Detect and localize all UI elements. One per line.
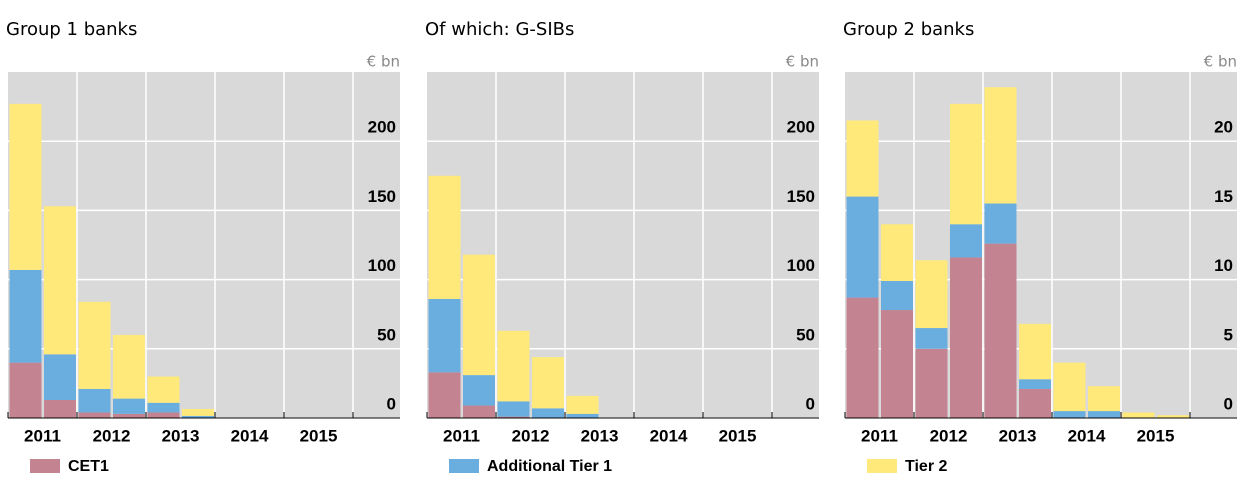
bar-segment [147, 402, 180, 413]
bar-segment [1157, 415, 1189, 418]
bar-segment [950, 103, 982, 225]
bar-segment [9, 269, 42, 363]
panel-title: Group 2 banks [843, 19, 974, 40]
unit-label: € bn [367, 53, 400, 71]
bar-segment [147, 412, 180, 418]
bar-segment [881, 224, 913, 281]
x-tick-label: 2014 [231, 426, 269, 445]
bar-segment [113, 334, 145, 399]
bar-segment [950, 257, 982, 418]
bar-segment [9, 103, 42, 270]
bar-segment [915, 260, 948, 329]
x-tick-label: 2014 [650, 426, 688, 445]
x-tick-label: 2011 [24, 426, 61, 445]
bar-segment [113, 413, 145, 418]
panel-title: Of which: G-SIBs [425, 19, 574, 40]
bar-segment [463, 405, 495, 418]
bar-segment [881, 280, 913, 311]
legend-swatch [449, 459, 479, 473]
bar-segment [463, 375, 495, 406]
bar-segment [182, 415, 214, 418]
y-tick-label: 100 [368, 256, 396, 275]
x-tick-label: 2013 [162, 426, 200, 445]
bar-segment [950, 224, 982, 258]
unit-label: € bn [786, 53, 819, 71]
bar-segment [532, 408, 564, 418]
y-tick-label: 20 [1214, 118, 1233, 137]
bar-segment [1122, 412, 1155, 418]
y-tick-label: 150 [787, 187, 815, 206]
x-tick-label: 2012 [93, 426, 131, 445]
y-tick-label: 200 [368, 118, 396, 137]
x-tick-label: 2015 [300, 426, 338, 445]
y-tick-label: 50 [377, 325, 396, 344]
bar-segment [113, 398, 145, 414]
bar-segment [915, 328, 948, 349]
bar-segment [147, 376, 180, 403]
x-tick-label: 2015 [1137, 426, 1175, 445]
bar-segment [428, 175, 461, 299]
bar-segment [78, 412, 111, 418]
bar-segment [497, 401, 530, 417]
bar-segment [1053, 411, 1086, 418]
panel-title: Group 1 banks [6, 19, 137, 40]
bar-segment [78, 388, 111, 413]
y-tick-label: 150 [368, 187, 396, 206]
bar-segment [984, 203, 1017, 244]
bar-segment [1088, 386, 1120, 412]
unit-label: € bn [1204, 53, 1237, 71]
bar-segment [1019, 379, 1051, 389]
bar-segment [497, 416, 530, 418]
bar-segment [915, 348, 948, 418]
bar-segment [44, 354, 76, 401]
bar-segment [428, 372, 461, 418]
bar-segment [44, 400, 76, 418]
bar-segment [1053, 362, 1086, 412]
bar-segment [9, 362, 42, 418]
legend-label: Additional Tier 1 [487, 458, 612, 475]
bar-segment [182, 409, 214, 416]
y-tick-label: 200 [787, 118, 815, 137]
y-tick-label: 100 [787, 256, 815, 275]
bar-segment [566, 395, 599, 414]
y-tick-label: 15 [1214, 187, 1233, 206]
bar-segment [428, 298, 461, 373]
x-tick-label: 2015 [719, 426, 757, 445]
bar-segment [846, 297, 879, 418]
bar-segment [463, 254, 495, 376]
y-tick-label: 0 [1224, 394, 1233, 413]
bar-segment [984, 243, 1017, 418]
bar-segment [497, 330, 530, 402]
bar-segment [1019, 323, 1051, 380]
y-tick-label: 0 [387, 394, 396, 413]
bar-segment [881, 310, 913, 418]
bar-segment [1088, 411, 1120, 418]
y-tick-label: 0 [806, 394, 815, 413]
y-tick-label: 5 [1224, 325, 1233, 344]
bar-segment [566, 413, 599, 418]
bar-segment [846, 120, 879, 197]
legend-label: CET1 [68, 458, 109, 475]
x-tick-label: 2012 [512, 426, 550, 445]
y-tick-label: 50 [796, 325, 815, 344]
bar-segment [846, 196, 879, 298]
y-tick-label: 10 [1214, 256, 1233, 275]
x-tick-label: 2014 [1068, 426, 1106, 445]
x-tick-label: 2013 [999, 426, 1037, 445]
bar-segment [984, 87, 1017, 204]
legend-swatch [30, 459, 60, 473]
x-tick-label: 2012 [930, 426, 968, 445]
bar-segment [1019, 388, 1051, 418]
legend-swatch [867, 459, 897, 473]
x-tick-label: 2013 [581, 426, 619, 445]
bar-segment [44, 206, 76, 355]
x-tick-label: 2011 [861, 426, 898, 445]
bar-segment [532, 357, 564, 409]
bar-segment [78, 301, 111, 389]
x-tick-label: 2011 [443, 426, 480, 445]
legend-label: Tier 2 [905, 458, 948, 475]
